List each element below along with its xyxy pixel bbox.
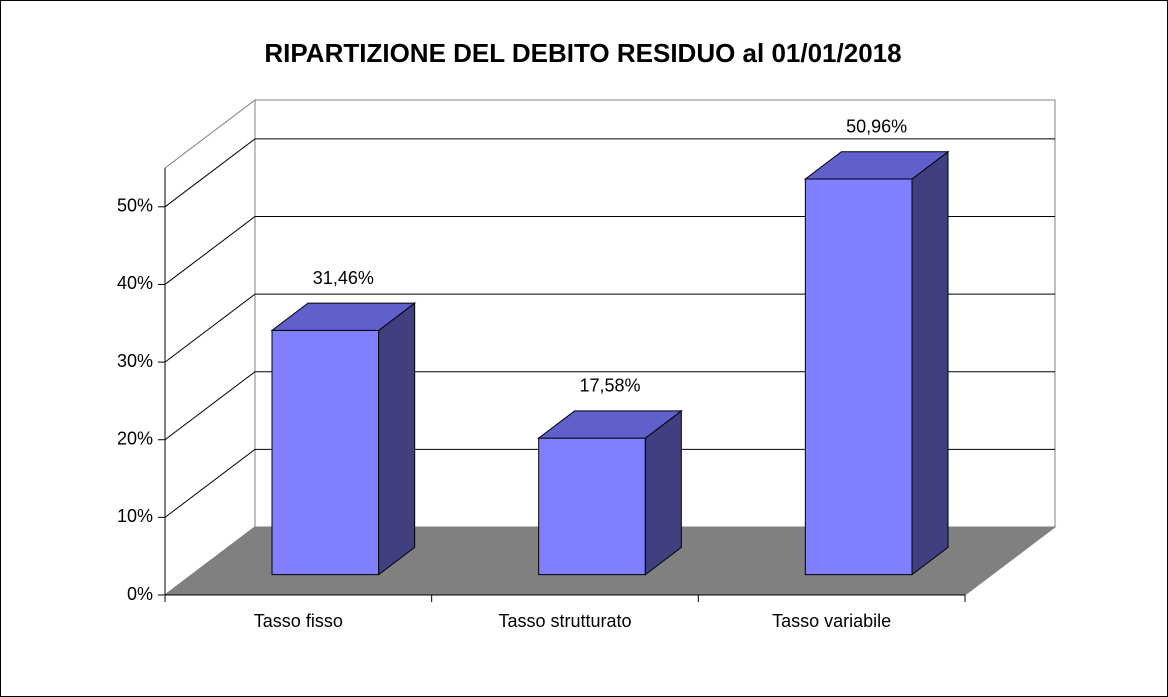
- bar-top: [803, 151, 950, 180]
- y-tick-label: 20%: [117, 428, 153, 448]
- bar-front: [538, 437, 646, 576]
- y-tick-label: 0%: [127, 584, 153, 604]
- grid-line: [164, 448, 1055, 518]
- grid-line: [164, 371, 1055, 441]
- bar-top: [537, 410, 683, 439]
- data-label: 17,58%: [579, 376, 640, 396]
- x-tick-label: Tasso variabile: [772, 611, 891, 631]
- grid-line: [164, 215, 1055, 285]
- x-tick-label: Tasso strutturato: [498, 611, 631, 631]
- data-label: 50,96%: [846, 117, 907, 137]
- bar-front: [271, 329, 380, 576]
- chart-title: RIPARTIZIONE DEL DEBITO RESIDUO al 01/01…: [264, 38, 901, 68]
- data-label: 31,46%: [313, 268, 374, 288]
- grid-line: [164, 293, 1055, 363]
- bar-side: [911, 150, 949, 576]
- y-tick-label: 50%: [117, 196, 153, 216]
- y-tick-label: 40%: [117, 273, 153, 293]
- x-tick-label: Tasso fisso: [254, 611, 343, 631]
- grid-line: [164, 138, 1055, 208]
- side-wall: [164, 98, 256, 597]
- bar-side: [644, 409, 682, 576]
- bar-top: [270, 302, 417, 331]
- y-tick-label: 10%: [117, 506, 153, 526]
- y-tick-label: 30%: [117, 351, 153, 371]
- bar-side: [378, 302, 416, 576]
- bar-front: [804, 178, 913, 576]
